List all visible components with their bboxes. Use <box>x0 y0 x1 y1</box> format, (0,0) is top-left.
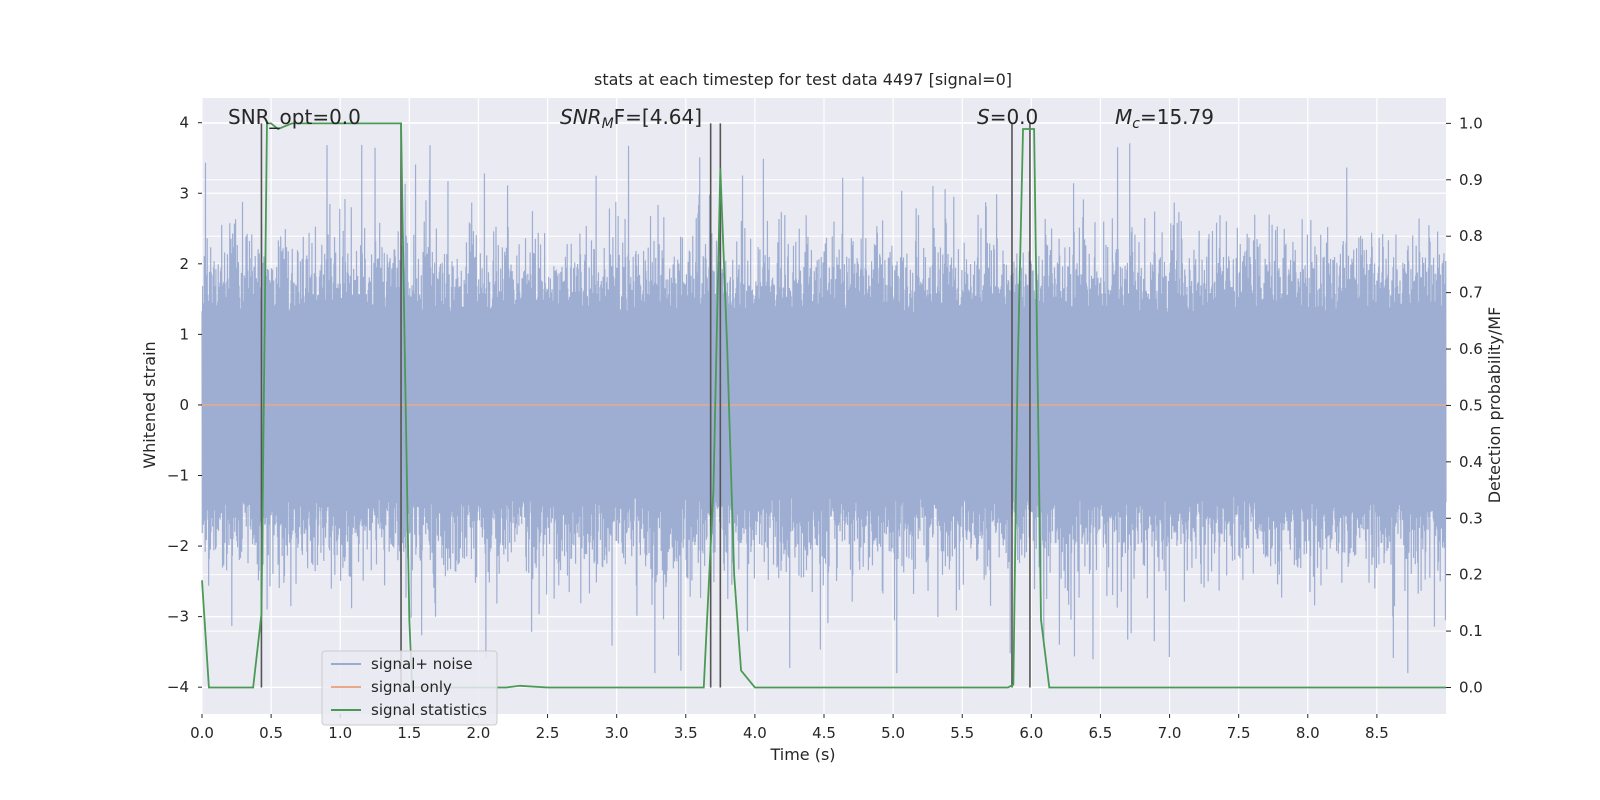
y-tick-label-left: −4 <box>167 678 189 696</box>
x-tick-label: 2.0 <box>467 724 491 742</box>
y-tick-label-right: 0.4 <box>1459 453 1483 471</box>
x-tick-label: 7.5 <box>1227 724 1251 742</box>
x-tick-label: 4.5 <box>812 724 836 742</box>
annotation-mc-sub: c <box>1132 116 1140 132</box>
legend-box <box>321 650 498 726</box>
annotation-snr-mf-rest: F=[4.64] <box>614 105 702 129</box>
x-tick-label: 1.0 <box>328 724 352 742</box>
y-tick-label-right: 0.0 <box>1459 678 1483 696</box>
x-ticks: 0.0 0.5 1.0 1.5 2.0 2.5 3.0 3.5 4.0 4.5 5.0 5.5 6.0 6… <box>190 714 1389 742</box>
annotation-snr-opt: SNR_opt=0.0 <box>228 105 361 129</box>
x-tick-label: 7.0 <box>1158 724 1182 742</box>
legend-label-signal-statistics: signal statistics <box>371 701 487 719</box>
legend-label-signal-noise: signal+ noise <box>371 655 473 673</box>
x-tick-label: 3.5 <box>674 724 698 742</box>
x-tick-label: 4.0 <box>743 724 767 742</box>
y-axis-label-left: Whitened strain <box>140 341 159 468</box>
x-tick-label: 2.5 <box>536 724 560 742</box>
annotation-mc-main: M <box>1115 105 1132 129</box>
x-tick-label: 5.5 <box>950 724 974 742</box>
y-ticks-left: 4 3 2 1 0 −1 −2 −3 −4 <box>167 114 202 696</box>
y-tick-label-left: −1 <box>167 467 189 485</box>
series-signal-statistics <box>201 122 1446 689</box>
legend-label-signal-only: signal only <box>371 678 452 696</box>
y-tick-label-right: 0.5 <box>1459 396 1483 414</box>
x-tick-label: 3.0 <box>605 724 629 742</box>
y-tick-label-right: 0.1 <box>1459 622 1483 640</box>
annotation-mc: Mc=15.79 <box>1115 105 1214 132</box>
plot-area <box>201 98 1447 714</box>
x-tick-label: 5.0 <box>881 724 905 742</box>
annotation-s-rest: =0.0 <box>990 105 1039 129</box>
annotation-s-italic: S <box>977 105 990 129</box>
annotation-snr-mf-main: SNR <box>560 105 602 129</box>
y-tick-label-right: 0.7 <box>1459 284 1483 302</box>
x-tick-label: 8.5 <box>1365 724 1389 742</box>
y-tick-label-left: 3 <box>179 184 189 202</box>
annotation-s: S=0.0 <box>977 105 1038 129</box>
series-signal-noise <box>201 143 1447 674</box>
x-tick-label: 0.0 <box>190 724 214 742</box>
x-tick-label: 1.5 <box>397 724 421 742</box>
y-tick-label-left: −3 <box>167 608 189 626</box>
y-tick-label-left: −2 <box>167 537 189 555</box>
y-ticks-right: 1.0 0.9 0.8 0.7 0.6 0.5 0.4 0.3 0.2 0.1 0.0 <box>1446 114 1483 696</box>
y-tick-label-left: 1 <box>179 325 189 343</box>
y-tick-label-right: 0.2 <box>1459 566 1483 584</box>
x-axis-label: Time (s) <box>769 745 835 764</box>
x-tick-label: 6.0 <box>1019 724 1043 742</box>
y-tick-label-right: 0.8 <box>1459 227 1483 245</box>
x-tick-label: 6.5 <box>1089 724 1113 742</box>
y-tick-label-right: 0.9 <box>1459 171 1483 189</box>
legend: signal+ noise signal only signal statist… <box>321 650 498 726</box>
annotation-mc-rest: =15.79 <box>1140 105 1214 129</box>
y-axis-label-right: Detection probability/MF <box>1485 307 1504 504</box>
y-tick-label-left: 0 <box>179 396 189 414</box>
x-tick-label: 8.0 <box>1296 724 1320 742</box>
y-tick-label-right: 0.6 <box>1459 340 1483 358</box>
y-tick-label-left: 4 <box>179 114 189 132</box>
annotation-snr-mf: SNRMF=[4.64] <box>560 105 702 132</box>
chart-title: stats at each timestep for test data 449… <box>594 70 1012 89</box>
x-tick-label: 0.5 <box>259 724 283 742</box>
y-tick-label-left: 2 <box>179 255 189 273</box>
y-tick-label-right: 1.0 <box>1459 114 1483 132</box>
annotation-snr-mf-sub: M <box>602 116 614 132</box>
y-tick-label-right: 0.3 <box>1459 509 1483 527</box>
